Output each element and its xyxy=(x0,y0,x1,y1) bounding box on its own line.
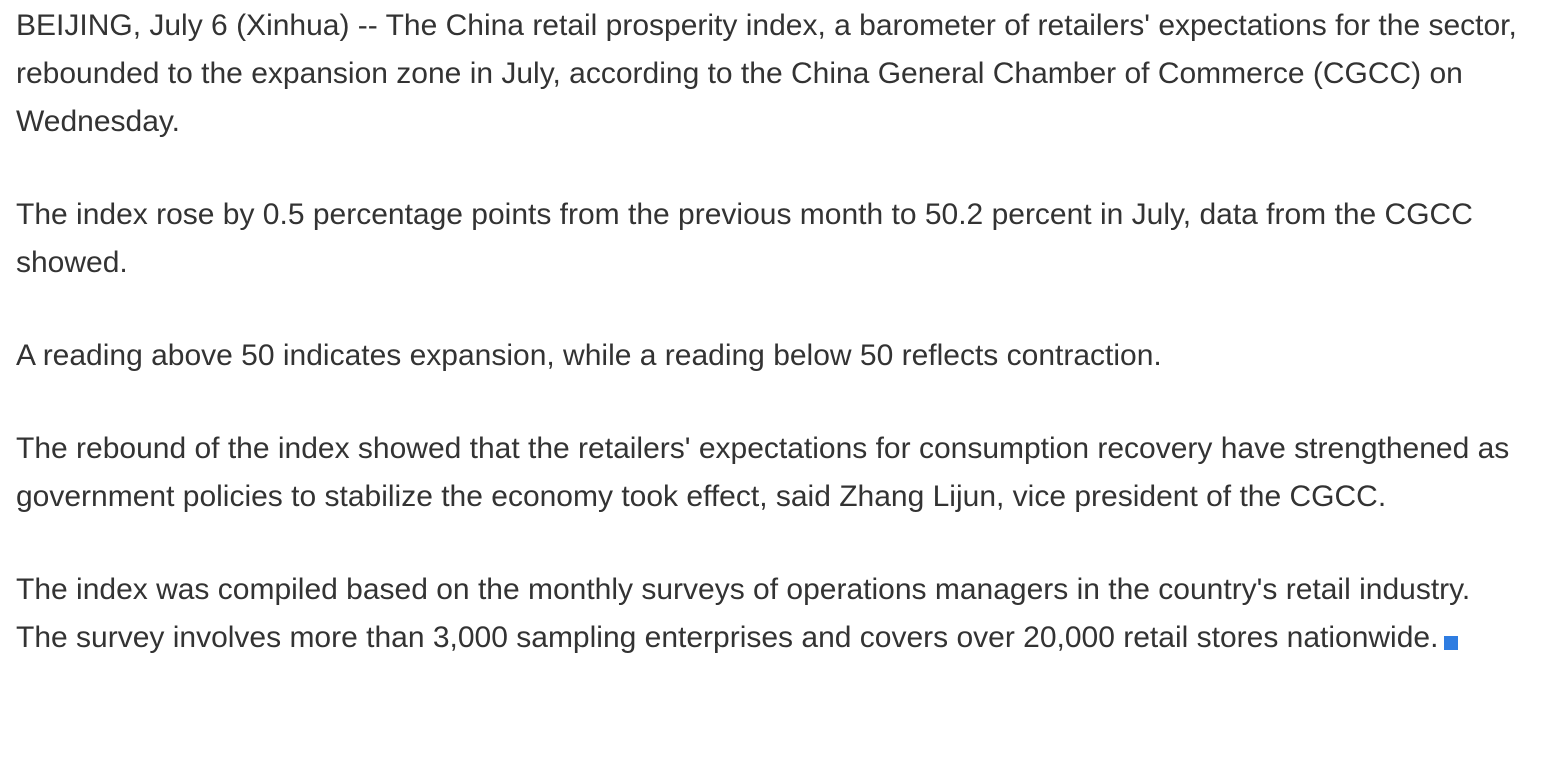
paragraph-text: The index rose by 0.5 percentage points … xyxy=(16,198,1473,279)
article-paragraph: The index was compiled based on the mont… xyxy=(16,566,1525,662)
paragraph-text: The index was compiled based on the mont… xyxy=(16,573,1471,654)
paragraph-text: BEIJING, July 6 (Xinhua) -- The China re… xyxy=(16,9,1517,138)
article-paragraph: BEIJING, July 6 (Xinhua) -- The China re… xyxy=(16,2,1525,146)
paragraph-text: The rebound of the index showed that the… xyxy=(16,432,1510,513)
article-paragraph: The index rose by 0.5 percentage points … xyxy=(16,191,1525,287)
article-paragraph: A reading above 50 indicates expansion, … xyxy=(16,332,1525,380)
paragraph-text: A reading above 50 indicates expansion, … xyxy=(16,339,1162,372)
end-mark-icon xyxy=(1444,636,1459,650)
article-paragraph: The rebound of the index showed that the… xyxy=(16,425,1525,521)
